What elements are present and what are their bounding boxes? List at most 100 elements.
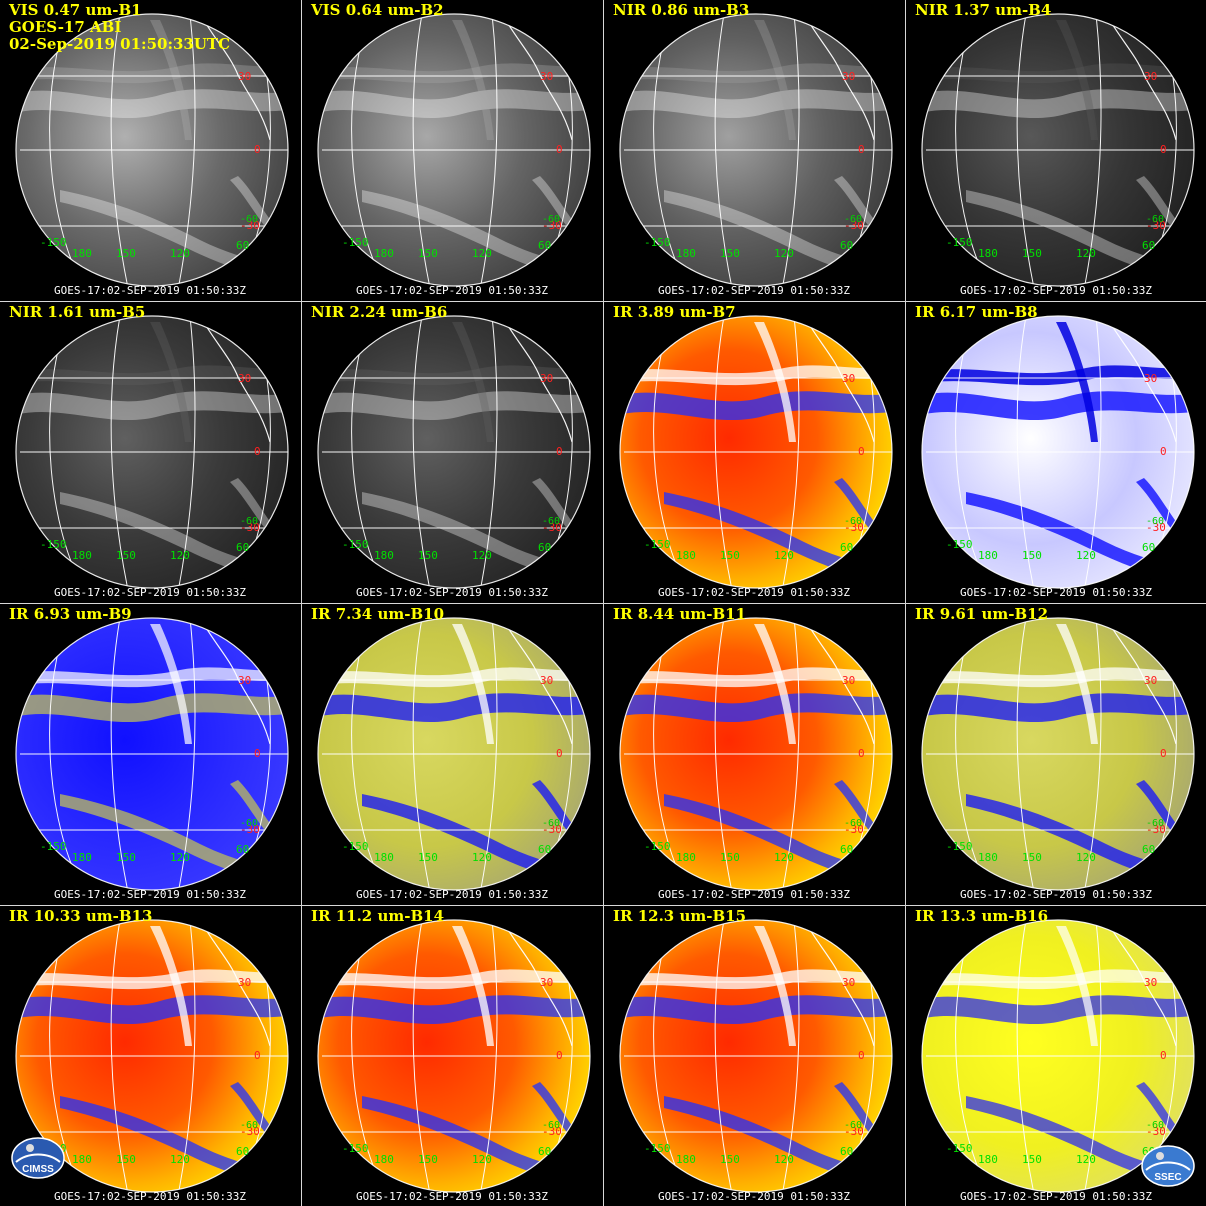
latitude-label-extra: -60 (240, 214, 258, 225)
latitude-label: 30 (1144, 976, 1157, 989)
longitude-label: 60 (236, 541, 249, 554)
longitude-label: 180 (72, 247, 92, 260)
panel-divider (0, 301, 1206, 302)
longitude-label: 60 (538, 1145, 551, 1158)
longitude-label: 180 (72, 851, 92, 864)
latitude-label-extra: -60 (542, 516, 560, 527)
latitude-label: 0 (858, 445, 865, 458)
band-panel: 30 0 -30 -60 -150 180 150 120 60 IR 3.89 um-B7 GOE… (604, 302, 904, 602)
longitude-label: 60 (1142, 239, 1155, 252)
longitude-label: 150 (720, 851, 740, 864)
latitude-label: -30 (844, 219, 864, 232)
panel-timestamp: GOES-17:02-SEP-2019 01:50:33Z (657, 1190, 851, 1203)
longitude-label: 150 (1022, 851, 1042, 864)
panel-timestamp: GOES-17:02-SEP-2019 01:50:33Z (53, 1190, 247, 1203)
latitude-label: -30 (1146, 823, 1166, 836)
band-title: IR 13.3 um-B16 (915, 908, 1048, 925)
longitude-label: -150 (40, 236, 67, 249)
longitude-label: -150 (644, 840, 671, 853)
cimss-logo-label: CIMSS (22, 1164, 54, 1175)
longitude-label: 180 (978, 549, 998, 562)
longitude-label: 120 (774, 1153, 794, 1166)
latitude-label: 30 (842, 70, 855, 83)
longitude-label: -150 (644, 538, 671, 551)
band-title: IR 6.17 um-B8 (915, 304, 1038, 321)
latitude-label: 30 (1144, 674, 1157, 687)
latitude-label: 30 (540, 372, 553, 385)
band-panel: 30 0 -30 -60 -150 180 150 120 60 IR 12.3 um-B15 GO… (604, 906, 904, 1206)
longitude-label: 120 (170, 1153, 190, 1166)
longitude-label: -150 (40, 840, 67, 853)
latitude-label: 0 (1160, 143, 1167, 156)
latitude-label-extra: -60 (542, 1120, 560, 1131)
band-title: NIR 1.61 um-B5 (9, 304, 145, 321)
longitude-label: 60 (1142, 541, 1155, 554)
band-name: IR 7.34 um-B10 (311, 605, 445, 623)
band-name: VIS 0.64 um-B2 (311, 1, 444, 19)
longitude-label: 180 (72, 549, 92, 562)
longitude-label: 120 (170, 549, 190, 562)
band-title: IR 12.3 um-B15 (613, 908, 746, 925)
panel-timestamp: GOES-17:02-SEP-2019 01:50:33Z (959, 284, 1153, 297)
ssec-logo-label: SSEC (1154, 1172, 1182, 1183)
longitude-label: -150 (946, 236, 973, 249)
latitude-label: 0 (1160, 747, 1167, 760)
band-name: IR 13.3 um-B16 (915, 907, 1049, 925)
latitude-label: 30 (238, 674, 251, 687)
latitude-label: 0 (254, 747, 261, 760)
band-name: VIS 0.47 um-B1 (9, 1, 142, 19)
panel-timestamp: GOES-17:02-SEP-2019 01:50:33Z (53, 888, 247, 901)
panel-timestamp: GOES-17:02-SEP-2019 01:50:33Z (657, 888, 851, 901)
latitude-label: -30 (240, 823, 260, 836)
latitude-label: 0 (858, 747, 865, 760)
longitude-label: 60 (236, 1145, 249, 1158)
longitude-label: 150 (418, 549, 438, 562)
longitude-label: -150 (644, 236, 671, 249)
band-name: NIR 1.61 um-B5 (9, 303, 146, 321)
band-title: IR 9.61 um-B12 (915, 606, 1048, 623)
panel-timestamp: GOES-17:02-SEP-2019 01:50:33Z (355, 888, 549, 901)
longitude-label: -150 (946, 840, 973, 853)
longitude-label: 150 (720, 549, 740, 562)
band-name: IR 6.17 um-B8 (915, 303, 1038, 321)
latitude-label-extra: -60 (240, 516, 258, 527)
longitude-label: 120 (1076, 1153, 1096, 1166)
longitude-label: -150 (342, 840, 369, 853)
latitude-label: -30 (844, 823, 864, 836)
latitude-label: -30 (240, 521, 260, 534)
longitude-label: -150 (946, 538, 973, 551)
longitude-label: 60 (840, 239, 853, 252)
satellite-name: GOES-17 ABI (9, 18, 122, 36)
latitude-label-extra: -60 (240, 818, 258, 829)
band-title: VIS 0.47 um-B1 GOES-17 ABI 02-Sep-2019 01:… (9, 2, 230, 53)
band-name: IR 3.89 um-B7 (613, 303, 736, 321)
latitude-label: -30 (542, 219, 562, 232)
longitude-label: 120 (774, 549, 794, 562)
band-panel: 30 0 -30 -60 -150 180 150 120 60 NIR 1.61 um-B5 GO… (0, 302, 300, 602)
latitude-label-extra: -60 (844, 516, 862, 527)
latitude-label: 0 (254, 445, 261, 458)
longitude-label: 150 (720, 247, 740, 260)
longitude-label: 150 (720, 1153, 740, 1166)
latitude-label: 30 (540, 70, 553, 83)
band-name: IR 8.44 um-B11 (613, 605, 747, 623)
longitude-label: 180 (676, 851, 696, 864)
latitude-label: -30 (542, 823, 562, 836)
panel-timestamp: GOES-17:02-SEP-2019 01:50:33Z (959, 1190, 1153, 1203)
latitude-label: -30 (240, 1125, 260, 1138)
band-title: IR 7.34 um-B10 (311, 606, 444, 623)
latitude-label: 30 (842, 976, 855, 989)
latitude-label: 0 (1160, 445, 1167, 458)
panel-divider (0, 905, 1206, 906)
latitude-label-extra: -60 (1146, 214, 1164, 225)
longitude-label: 180 (374, 549, 394, 562)
latitude-label-extra: -60 (844, 818, 862, 829)
longitude-label: 60 (538, 239, 551, 252)
